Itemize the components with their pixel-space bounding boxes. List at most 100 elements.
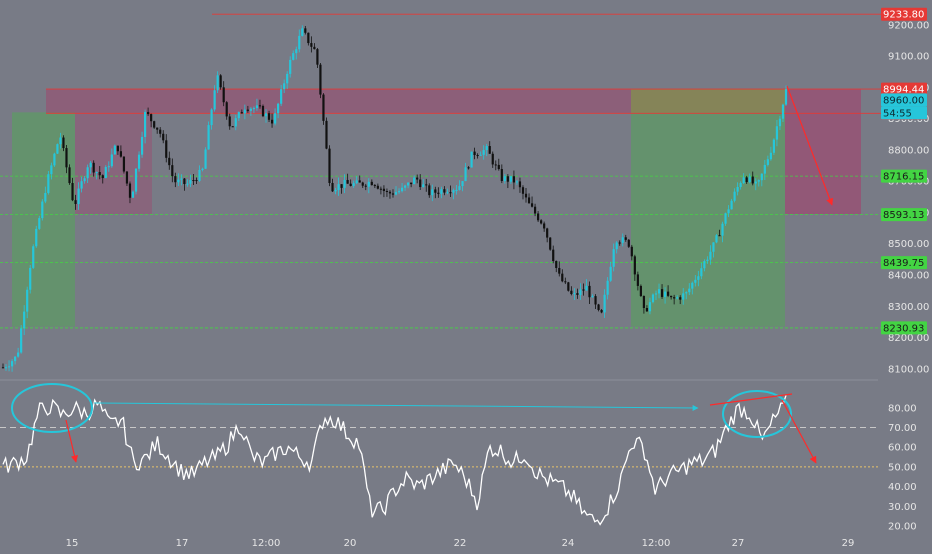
candle-body-223 bbox=[676, 297, 679, 299]
candle-body-129 bbox=[391, 193, 395, 195]
candle-body-213 bbox=[645, 308, 649, 312]
candle-body-214 bbox=[648, 302, 652, 312]
rsi-tick-6: 20.00 bbox=[888, 522, 917, 533]
candle-body-138 bbox=[419, 179, 422, 188]
candle-body-182 bbox=[552, 249, 555, 261]
short-zone-right bbox=[785, 88, 861, 215]
candle-body-146 bbox=[443, 189, 446, 193]
candle-body-96 bbox=[292, 53, 295, 60]
candle-body-2 bbox=[7, 366, 11, 368]
rsi-down-arrow-left bbox=[65, 419, 79, 463]
zones-layer bbox=[12, 88, 861, 327]
candle-body-229 bbox=[694, 279, 697, 283]
candle-body-192 bbox=[582, 289, 585, 291]
level-badge-5: 8439.75 bbox=[881, 256, 927, 270]
time-tick-5: 24 bbox=[562, 538, 575, 549]
candle-body-33 bbox=[101, 175, 104, 179]
candle-body-250 bbox=[757, 180, 760, 182]
levels-layer bbox=[0, 13, 882, 329]
level-badge-0-bg bbox=[881, 7, 927, 21]
candle-body-144 bbox=[437, 192, 440, 194]
time-tick-8: 29 bbox=[842, 538, 855, 549]
candle-body-256 bbox=[775, 126, 779, 140]
candle-body-30 bbox=[92, 162, 95, 173]
candle-body-45 bbox=[137, 154, 141, 169]
candle-body-178 bbox=[540, 220, 543, 224]
candle-body-180 bbox=[546, 228, 549, 238]
candle-body-234 bbox=[709, 251, 712, 260]
candle-body-247 bbox=[748, 176, 751, 183]
candle-body-99 bbox=[301, 28, 304, 36]
candle-body-244 bbox=[739, 183, 742, 187]
candle-body-118 bbox=[358, 180, 361, 183]
candle-body-254 bbox=[769, 152, 772, 160]
candle-body-20 bbox=[62, 137, 65, 149]
countdown-badge-bg bbox=[881, 106, 927, 120]
candle-body-37 bbox=[113, 145, 116, 155]
candle-body-240 bbox=[727, 209, 730, 214]
candle-body-236 bbox=[715, 235, 718, 243]
candle-body-66 bbox=[201, 168, 204, 170]
candle-body-242 bbox=[733, 191, 736, 201]
price-tick-7: 8500.00 bbox=[888, 239, 929, 250]
candle-body-89 bbox=[270, 119, 274, 124]
rsi-tick-3: 50.00 bbox=[888, 462, 917, 473]
level-badge-0-label: 9233.80 bbox=[883, 10, 924, 21]
level-badge-5-bg bbox=[881, 256, 927, 270]
price-tick-8: 8400.00 bbox=[888, 271, 929, 282]
candle-body-217 bbox=[657, 289, 661, 294]
candle-body-76 bbox=[231, 126, 234, 128]
candle-body-0 bbox=[1, 367, 5, 369]
candle-body-135 bbox=[410, 182, 413, 185]
candle-body-164 bbox=[497, 164, 500, 170]
candle-body-189 bbox=[573, 293, 576, 295]
candle-body-209 bbox=[633, 256, 636, 275]
axis-layer: 9200.009100.009000.008900.008800.008700.… bbox=[0, 7, 929, 549]
candle-body-59 bbox=[180, 178, 183, 180]
candle-body-28 bbox=[86, 167, 89, 179]
candle-body-94 bbox=[286, 73, 289, 84]
time-tick-2: 12:00 bbox=[252, 538, 281, 549]
rsi-divergence-arrow bbox=[93, 402, 699, 411]
candle-body-216 bbox=[654, 293, 658, 295]
candle-body-220 bbox=[666, 291, 670, 296]
candle-body-132 bbox=[400, 187, 404, 192]
rsi-top-trendline bbox=[709, 393, 793, 406]
candle-body-155 bbox=[470, 151, 473, 168]
candle-body-226 bbox=[685, 292, 688, 294]
candle-body-212 bbox=[642, 296, 646, 309]
candle-body-77 bbox=[234, 118, 237, 127]
candle-body-156 bbox=[473, 151, 476, 156]
candle-body-139 bbox=[422, 184, 425, 188]
candle-body-70 bbox=[213, 90, 216, 110]
candle-body-174 bbox=[527, 197, 531, 204]
last-price-badge: 8960.00 bbox=[881, 93, 927, 107]
candle-body-211 bbox=[639, 285, 642, 297]
candle-body-179 bbox=[543, 223, 546, 229]
candle-body-221 bbox=[670, 295, 673, 298]
candle-body-204 bbox=[618, 242, 621, 244]
candle-body-27 bbox=[83, 178, 86, 182]
candle-body-248 bbox=[751, 176, 754, 184]
candle-body-162 bbox=[491, 153, 494, 165]
candle-body-150 bbox=[455, 189, 458, 191]
candle-body-44 bbox=[134, 168, 138, 192]
candle-body-219 bbox=[663, 291, 667, 297]
candle-body-163 bbox=[494, 164, 497, 166]
candle-body-232 bbox=[703, 261, 706, 269]
candle-body-225 bbox=[682, 293, 685, 300]
candle-body-42 bbox=[128, 183, 132, 198]
candle-body-181 bbox=[549, 237, 552, 250]
candle-body-169 bbox=[512, 176, 516, 183]
candle-body-50 bbox=[153, 121, 156, 128]
candle-body-151 bbox=[458, 186, 461, 190]
candle-body-238 bbox=[721, 223, 724, 236]
time-tick-1: 17 bbox=[176, 538, 189, 549]
candle-body-173 bbox=[524, 193, 528, 198]
candle-body-103 bbox=[313, 46, 316, 50]
candle-body-90 bbox=[273, 113, 277, 124]
level-badge-6-label: 8230.93 bbox=[883, 323, 924, 334]
candle-body-131 bbox=[397, 191, 401, 193]
